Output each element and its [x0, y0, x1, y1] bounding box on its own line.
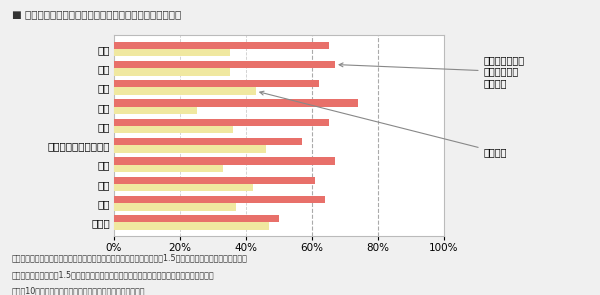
Text: それ以外: それ以外 — [260, 91, 507, 157]
Bar — [114, 99, 358, 107]
Text: ■ 庭やベランダの緑環境種類と庭やベランダを眺める頻度: ■ 庭やベランダの緑環境種類と庭やベランダを眺める頻度 — [12, 9, 181, 19]
Bar — [114, 80, 319, 88]
Text: 地被（10センチ以下で地面をカバーするように植えるもの）: 地被（10センチ以下で地面をカバーするように植えるもの） — [12, 286, 146, 295]
Bar — [114, 215, 279, 222]
Bar — [114, 145, 266, 153]
Bar — [114, 88, 256, 95]
Bar — [114, 196, 325, 203]
Text: 高木（単独植、およそ３メートル以上）　　　　中木（単独植、およそ1.5メートル以上、３メートル未満）: 高木（単独植、およそ３メートル以上） 中木（単独植、およそ1.5メートル以上、３… — [12, 254, 248, 263]
Text: 低木（単独植、およそ1.5メートル未満）　　　列植（２本以上の樹木を連ねて植えるもの）: 低木（単独植、およそ1.5メートル未満） 列植（２本以上の樹木を連ねて植えるもの… — [12, 270, 215, 279]
Bar — [114, 222, 269, 230]
Bar — [114, 157, 335, 165]
Bar — [114, 68, 229, 76]
Bar — [114, 138, 302, 145]
Bar — [114, 126, 233, 133]
Bar — [114, 107, 197, 114]
Bar — [114, 42, 329, 49]
Text: 庭やベランダを
眺めることが
よくある: 庭やベランダを 眺めることが よくある — [339, 55, 525, 88]
Bar — [114, 165, 223, 172]
Bar — [114, 203, 236, 211]
Bar — [114, 61, 335, 68]
Bar — [114, 49, 229, 56]
Bar — [114, 119, 329, 126]
Bar — [114, 184, 253, 191]
Bar — [114, 177, 316, 184]
